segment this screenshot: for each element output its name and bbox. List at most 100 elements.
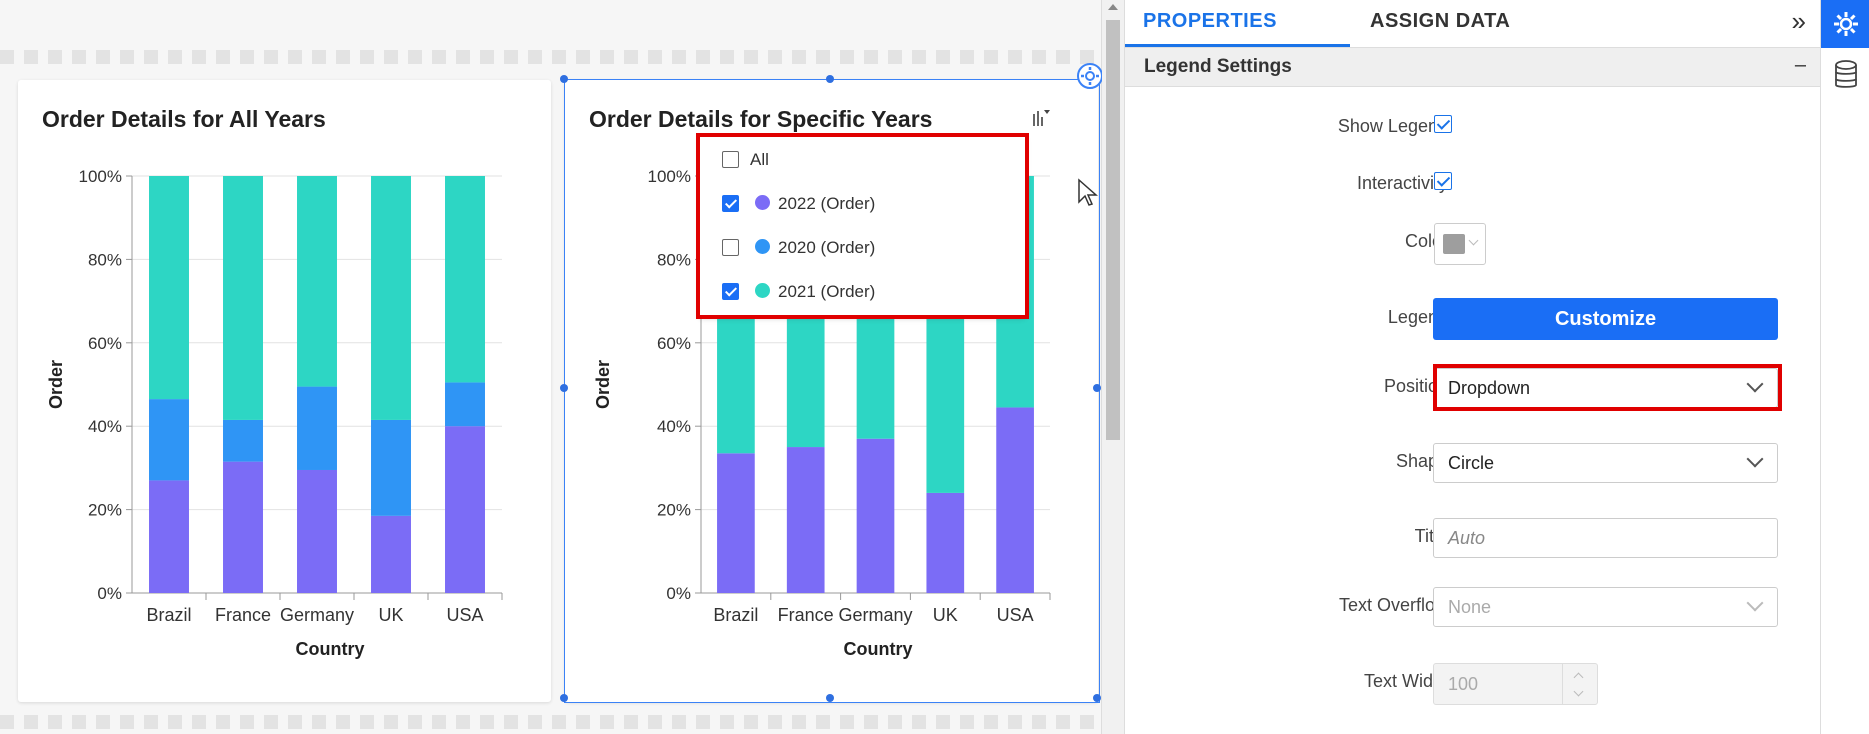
bar-segment [149,176,189,400]
bar-segment [223,419,263,462]
shape-dropdown[interactable]: Circle [1433,443,1778,483]
y-tick-label: 20% [657,501,691,520]
highlight-box-position [1433,364,1782,411]
position-dropdown[interactable]: Dropdown [1433,368,1778,408]
y-tick-label: 100% [79,167,122,186]
y-tick-label: 0% [666,584,691,603]
legend-checkbox-all[interactable] [722,151,739,168]
stepper-arrows[interactable] [1562,664,1597,704]
chevron-up-icon[interactable] [1573,672,1584,683]
x-tick-label: UK [378,605,403,625]
chart-title: Order Details for All Years [42,106,326,132]
y-tick-label: 60% [657,334,691,353]
resize-handle[interactable] [1093,694,1101,702]
resize-handle[interactable] [826,694,834,702]
bar-segment [996,407,1034,593]
bar-segment [371,419,411,516]
gear-icon [1834,12,1858,36]
y-tick-label: 40% [657,417,691,436]
show-legend-checkbox[interactable] [1434,115,1452,133]
panel-tabs: PROPERTIES ASSIGN DATA » [1125,0,1820,48]
circle-marker-icon [755,195,770,210]
color-picker[interactable] [1434,223,1486,265]
x-tick-label: Brazil [713,605,758,625]
legend-label: Legend [1387,307,1448,327]
resize-handle[interactable] [560,384,568,392]
dashboard-canvas[interactable]: Order Details for All Years Order Detail… [0,0,1104,734]
text-overflow-label: Text Overflow [1338,595,1448,615]
chart-plot-all-years: 0% 20% 40% 60% 80% 100% Brazil France Germany UK U… [46,167,503,659]
legend-checkbox-2020[interactable] [722,239,739,256]
legend-item-label: 2021 (Order) [778,282,876,301]
x-tick-label: Brazil [146,605,191,625]
bar-segment [371,176,411,420]
text-overflow-value: None [1448,597,1492,617]
x-tick-label: France [778,605,834,625]
bar-segment [297,176,337,387]
scroll-up-arrow-icon[interactable] [1108,4,1118,10]
x-tick-label: Germany [838,605,912,625]
bar-segment [297,386,337,470]
show-legend-label: Show Legend [1337,116,1448,136]
legend-item-label: 2020 (Order) [778,238,876,257]
shape-value: Circle [1448,453,1495,473]
section-header-legend-settings[interactable]: Legend Settings – [1125,48,1820,87]
resize-handle[interactable] [560,694,568,702]
bar-segment [445,176,485,383]
y-tick-label: 80% [88,250,122,269]
bar-segment [445,426,485,593]
widget-settings-gear-icon[interactable] [1076,62,1104,90]
bar-segment [717,453,755,593]
y-tick-label: 0% [97,584,122,603]
resize-handle[interactable] [1093,384,1101,392]
scroll-thumb[interactable] [1106,20,1120,440]
interactivity-label: Interactivity [1356,173,1448,193]
mouse-cursor-icon [1078,178,1098,206]
bar-segment [297,469,337,593]
y-axis-title: Order [593,360,613,409]
customize-button[interactable]: Customize [1433,298,1778,340]
legend-item-label: 2022 (Order) [778,194,876,213]
title-input[interactable]: Auto [1433,518,1778,558]
bar-segment [149,480,189,593]
data-source-button[interactable] [1821,52,1869,100]
color-swatch [1443,234,1465,254]
x-tick-label: Germany [280,605,354,625]
bar-segment [223,461,263,593]
legend-toggle-icon[interactable] [1031,108,1051,128]
chevron-down-icon [1746,594,1764,612]
properties-toggle-button[interactable] [1821,0,1869,48]
interactivity-checkbox[interactable] [1434,172,1452,190]
chart-plot-specific-years: 0% 20% 40% 60% 80% 100% Brazil France Germany UK U… [593,167,1051,659]
highlight-box-legend [696,133,1029,319]
text-overflow-dropdown[interactable]: None [1433,587,1778,627]
text-width-label: Text Width [1363,671,1448,691]
circle-marker-icon [755,239,770,254]
x-tick-label: UK [933,605,958,625]
expand-panel-icon[interactable]: » [1791,6,1806,36]
legend-checkbox-2022[interactable] [722,195,739,212]
bar-segment [856,438,895,593]
resize-handle[interactable] [560,75,568,83]
legend-dropdown-popup[interactable]: All 2022 (Order) 2020 (Order) 2021 (Orde… [700,136,1025,316]
canvas-scrollbar[interactable] [1102,0,1125,734]
chevron-down-icon[interactable] [1573,686,1584,697]
resize-handle[interactable] [826,75,834,83]
position-value: Dropdown [1448,378,1531,398]
x-tick-label: France [215,605,271,625]
text-width-stepper[interactable]: 100 [1433,663,1598,705]
active-tab-indicator [1125,44,1350,47]
x-tick-label: USA [997,605,1034,625]
tab-assign-data[interactable]: ASSIGN DATA [1370,10,1511,32]
chevron-down-icon [1468,235,1479,246]
chart-title: Order Details for Specific Years [589,106,933,132]
legend-checkbox-2021[interactable] [722,283,739,300]
text-width-value: 100 [1448,674,1479,694]
canvas-grid-bottom [0,715,1102,729]
database-icon [1835,60,1857,88]
collapse-icon[interactable]: – [1794,54,1806,76]
section-title: Legend Settings [1144,56,1292,77]
tab-properties[interactable]: PROPERTIES [1143,10,1277,32]
canvas-grid-top [0,50,1102,64]
x-axis-title: Country [844,639,913,659]
